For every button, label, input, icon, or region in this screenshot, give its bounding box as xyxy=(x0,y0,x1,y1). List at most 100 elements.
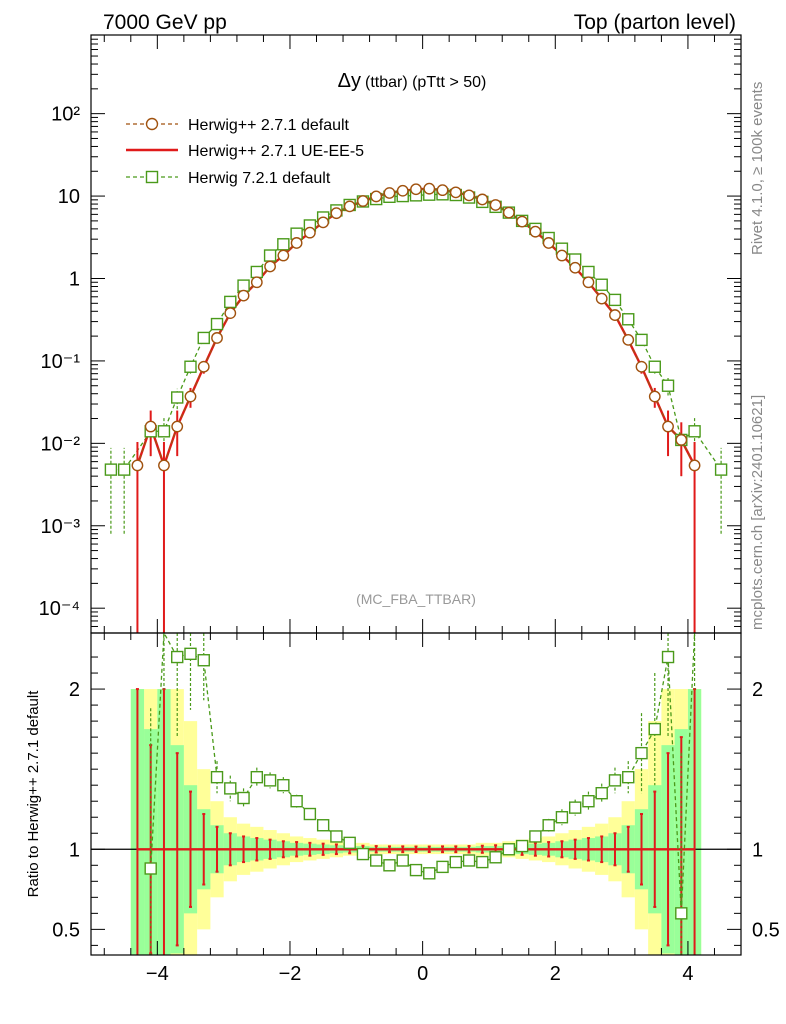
marker-circle-herwig271-default xyxy=(609,309,621,321)
ratio-marker-herwig721 xyxy=(648,722,661,736)
y-tick-label: 10⁻³ xyxy=(41,516,81,538)
marker-circle-herwig271-default xyxy=(303,226,316,239)
legend-marker-circle xyxy=(145,117,159,131)
x-tick-label: 2 xyxy=(550,963,561,985)
marker-circle-herwig271-default xyxy=(330,207,343,220)
ratio-marker-herwig721 xyxy=(542,819,555,832)
marker-square-herwig721 xyxy=(714,463,728,476)
marker-square-herwig721 xyxy=(157,425,171,438)
marker-square-herwig721 xyxy=(622,313,635,326)
x-tick-label: −4 xyxy=(146,963,169,985)
ratio-marker-herwig721 xyxy=(476,855,489,869)
ratio-marker-herwig721 xyxy=(210,770,224,784)
ratio-marker-herwig721 xyxy=(303,807,317,821)
legend-label-herwig271-ueee5: Herwig++ 2.7.1 UE-EE-5 xyxy=(188,143,364,160)
marker-circle-herwig271-default xyxy=(197,360,210,373)
rivet-version-label: Rivet 4.1.0, ≥ 100k events xyxy=(749,82,766,255)
legend-marker-square xyxy=(145,170,159,184)
marker-circle-herwig271-default xyxy=(211,332,223,344)
legend: Herwig++ 2.7.1 default Herwig++ 2.7.1 UE… xyxy=(126,117,364,187)
ratio-marker-herwig721 xyxy=(529,830,542,843)
ratio-marker-herwig721 xyxy=(409,863,423,877)
energy-label: 7000 GeV pp xyxy=(103,11,227,34)
ratio-y-tick-label-left: 2 xyxy=(69,679,80,701)
marker-circle-herwig271-default xyxy=(569,261,582,274)
ratio-marker-herwig721 xyxy=(316,819,330,832)
ratio-marker-herwig721 xyxy=(171,650,184,664)
ratio-marker-herwig721 xyxy=(370,854,383,867)
marker-circle-herwig271-default xyxy=(224,307,237,320)
analysis-watermark: (MC_FBA_TTBAR) xyxy=(356,591,476,607)
ratio-marker-herwig721 xyxy=(622,770,635,784)
ratio-marker-herwig721 xyxy=(423,867,436,880)
ratio-frame xyxy=(90,632,742,956)
ratio-marker-herwig721 xyxy=(383,859,396,872)
marker-circle-herwig271-default xyxy=(250,276,263,289)
y-tick-label: 10² xyxy=(51,104,80,126)
marker-circle-herwig271-default xyxy=(343,200,356,213)
ratio-marker-herwig721 xyxy=(290,795,303,808)
ratio-y-tick-label-right: 1 xyxy=(752,839,763,861)
marker-square-herwig721 xyxy=(104,463,118,476)
ratio-marker-herwig721 xyxy=(343,836,356,850)
ratio-y-tick-label-right: 2 xyxy=(752,679,763,701)
ratio-marker-herwig721 xyxy=(396,854,409,867)
ratio-marker-herwig721 xyxy=(184,647,197,661)
ratio-marker-herwig721 xyxy=(237,791,250,805)
ratio-marker-herwig721 xyxy=(462,854,476,867)
marker-square-herwig721 xyxy=(277,238,290,251)
process-label: Top (parton level) xyxy=(574,11,736,34)
marker-circle-herwig271-default xyxy=(370,190,383,203)
marker-square-herwig721 xyxy=(210,317,224,331)
marker-circle-herwig271-default xyxy=(131,459,144,472)
marker-circle-herwig271-default xyxy=(502,206,515,219)
marker-square-herwig721 xyxy=(263,249,277,262)
ratio-y-axis-label: Ratio to Herwig++ 2.7.1 default xyxy=(25,690,42,898)
ratio-marker-herwig721 xyxy=(330,830,343,843)
marker-square-herwig721 xyxy=(250,265,264,279)
ratio-panel: 0.5 0.5 1 1 2 2 −4 −2 0 2 4 Ratio to Herwig++ 2.7… xyxy=(25,630,780,985)
marker-circle-herwig271-default xyxy=(688,459,701,472)
marker-circle-herwig271-default xyxy=(171,420,184,433)
x-tick-label: 0 xyxy=(417,963,428,985)
ratio-marker-herwig721 xyxy=(608,774,622,787)
ratio-marker-herwig721 xyxy=(197,654,210,667)
legend-entry-herwig271-ueee5: Herwig++ 2.7.1 UE-EE-5 xyxy=(126,143,364,160)
ratio-marker-herwig721 xyxy=(277,778,290,792)
main-y-tick-labels: 10⁻⁴ 10⁻³ 10⁻² 10⁻¹ 1 10 10² xyxy=(39,104,81,621)
marker-circle-herwig271-default xyxy=(556,249,568,262)
marker-circle-herwig271-default xyxy=(635,360,648,373)
ratio-marker-herwig721 xyxy=(144,862,157,875)
marker-circle-herwig271-default xyxy=(582,276,595,289)
marker-circle-herwig271-default xyxy=(529,225,542,238)
ratio-marker-herwig721 xyxy=(555,811,569,824)
marker-square-herwig721 xyxy=(184,360,197,373)
mcplots-label: mcplots.cern.ch [arXiv:2401.10621] xyxy=(749,395,766,630)
marker-square-herwig721 xyxy=(661,379,675,392)
marker-square-herwig721 xyxy=(117,463,131,476)
x-tick-labels: −4 −2 0 2 4 xyxy=(146,963,694,985)
y-tick-label: 10⁻¹ xyxy=(41,351,81,373)
marker-circle-herwig271-default xyxy=(662,420,674,433)
ratio-marker-herwig721 xyxy=(582,795,595,808)
marker-circle-herwig271-default xyxy=(290,237,303,249)
ratio-y-tick-labels: 0.5 0.5 1 1 2 2 xyxy=(52,679,780,941)
ratio-marker-herwig721 xyxy=(502,843,516,856)
marker-circle-herwig271-default xyxy=(675,434,688,446)
x-tick-label: −2 xyxy=(279,963,302,985)
marker-circle-herwig271-default xyxy=(357,195,369,207)
marker-circle-herwig271-default xyxy=(277,249,290,262)
ratio-marker-herwig721 xyxy=(436,860,449,874)
marker-circle-herwig271-default xyxy=(595,292,608,305)
marker-circle-herwig271-default xyxy=(317,216,330,229)
marker-circle-herwig271-default xyxy=(476,193,489,206)
marker-circle-herwig271-default xyxy=(516,215,529,228)
marker-circle-herwig271-default xyxy=(158,459,170,472)
ratio-marker-herwig721 xyxy=(449,855,462,869)
x-tick-label: 4 xyxy=(682,963,693,985)
marker-square-herwig721 xyxy=(635,333,648,347)
ratio-marker-herwig721 xyxy=(356,847,370,861)
marker-square-herwig721 xyxy=(648,360,661,373)
ratio-y-tick-label-right: 0.5 xyxy=(752,919,780,941)
marker-circle-herwig271-default xyxy=(489,199,502,211)
